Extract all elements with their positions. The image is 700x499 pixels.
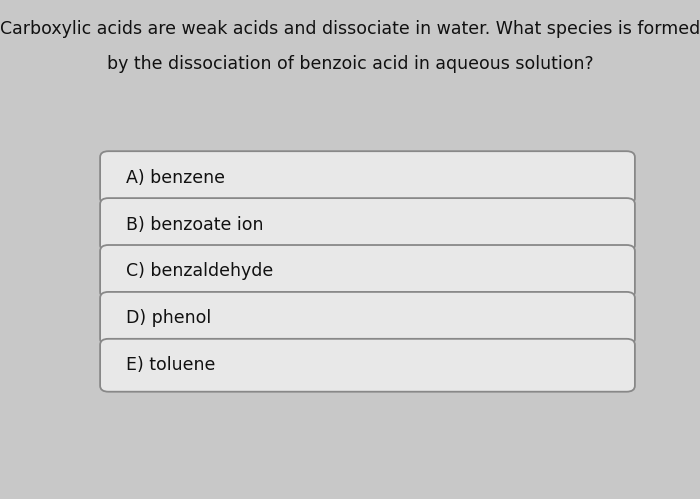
FancyBboxPatch shape <box>100 151 635 204</box>
Text: by the dissociation of benzoic acid in aqueous solution?: by the dissociation of benzoic acid in a… <box>106 55 594 73</box>
Text: C) benzaldehyde: C) benzaldehyde <box>126 262 273 280</box>
Text: A) benzene: A) benzene <box>126 169 225 187</box>
Text: D) phenol: D) phenol <box>126 309 211 327</box>
FancyBboxPatch shape <box>100 245 635 298</box>
Text: Carboxylic acids are weak acids and dissociate in water. What species is formed: Carboxylic acids are weak acids and diss… <box>0 20 700 38</box>
Text: B) benzoate ion: B) benzoate ion <box>126 216 263 234</box>
FancyBboxPatch shape <box>100 292 635 345</box>
FancyBboxPatch shape <box>100 339 635 392</box>
Text: E) toluene: E) toluene <box>126 356 216 374</box>
FancyBboxPatch shape <box>100 198 635 251</box>
